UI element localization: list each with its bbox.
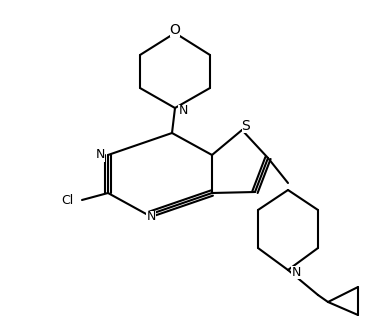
Text: Cl: Cl bbox=[62, 193, 74, 206]
Text: N: N bbox=[178, 105, 188, 118]
Text: N: N bbox=[291, 265, 301, 278]
Text: N: N bbox=[146, 210, 156, 223]
Text: S: S bbox=[242, 119, 250, 133]
Text: O: O bbox=[170, 23, 180, 37]
Text: N: N bbox=[95, 149, 105, 162]
